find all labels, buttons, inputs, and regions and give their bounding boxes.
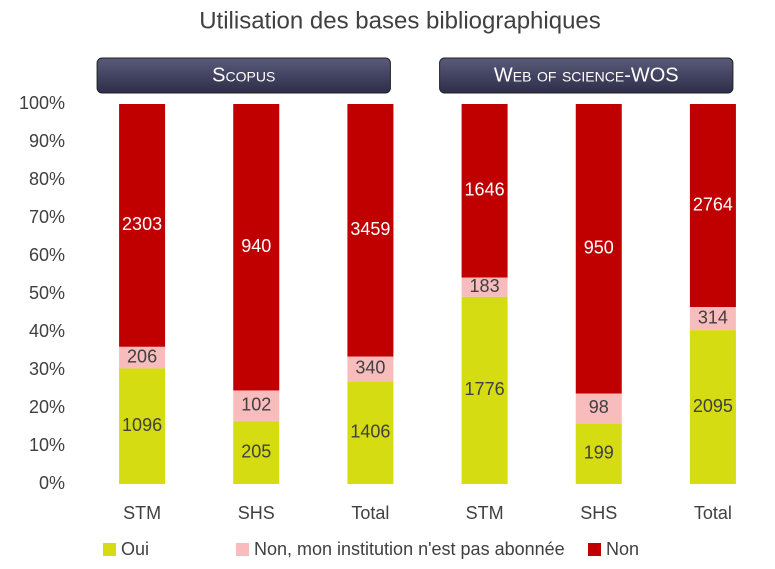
data-label: 340	[355, 358, 385, 378]
bar-segment	[347, 104, 394, 357]
group-header	[439, 57, 734, 94]
legend-label: Non, mon institution n'est pas abonnée	[254, 539, 565, 559]
bar-segment	[461, 277, 508, 297]
data-label: 1646	[465, 180, 505, 200]
y-tick-label: 0%	[39, 473, 65, 493]
data-label: 950	[584, 237, 614, 257]
y-tick-label: 40%	[29, 321, 65, 341]
data-label: 183	[470, 276, 500, 296]
group-label: Web of science-WOS	[494, 64, 679, 86]
bar-segment	[347, 356, 394, 382]
y-tick-label: 60%	[29, 245, 65, 265]
x-tick-label: Total	[694, 503, 732, 523]
data-label: 2095	[693, 396, 733, 416]
data-label: 206	[127, 346, 157, 366]
x-tick-label: SHS	[580, 503, 617, 523]
x-tick-label: STM	[123, 503, 161, 523]
x-tick-label: SHS	[238, 503, 275, 523]
bar-segment	[347, 381, 394, 484]
data-label: 314	[698, 307, 728, 327]
bar-segment	[575, 393, 622, 424]
y-tick-label: 80%	[29, 169, 65, 189]
x-tick-label: STM	[466, 503, 504, 523]
data-label: 205	[241, 442, 271, 462]
data-label: 102	[241, 395, 271, 415]
data-label: 2764	[693, 194, 733, 214]
bar-segment	[233, 104, 280, 391]
bar-segment	[119, 368, 166, 484]
legend-swatch	[236, 543, 249, 556]
bar-segment	[689, 307, 736, 331]
data-label: 940	[241, 236, 271, 256]
data-label: 98	[589, 397, 609, 417]
y-tick-label: 100%	[19, 93, 65, 113]
data-label: 199	[584, 442, 614, 462]
chart-title: Utilisation des bases bibliographiques	[199, 7, 601, 34]
legend-label: Oui	[121, 539, 149, 559]
y-tick-label: 10%	[29, 435, 65, 455]
group-header	[96, 57, 391, 94]
legend-swatch	[103, 543, 116, 556]
group-label: Scopus	[212, 64, 275, 86]
bar-segment	[119, 104, 166, 347]
bar-segment	[689, 330, 736, 484]
data-label: 1406	[350, 421, 390, 441]
bar-segment	[575, 104, 622, 394]
y-tick-label: 30%	[29, 359, 65, 379]
bar-segment	[233, 421, 280, 484]
x-tick-label: Total	[351, 503, 389, 523]
bar-segment	[689, 104, 736, 308]
y-tick-label: 50%	[29, 283, 65, 303]
data-label: 3459	[350, 219, 390, 239]
y-tick-label: 70%	[29, 207, 65, 227]
bar-segment	[575, 423, 622, 484]
bar-segment	[119, 346, 166, 369]
y-tick-label: 20%	[29, 397, 65, 417]
bar-segment	[461, 296, 508, 484]
legend-label: Non	[606, 539, 639, 559]
legend-swatch	[588, 543, 601, 556]
bar-segment	[233, 390, 280, 422]
data-label: 2303	[122, 214, 162, 234]
data-label: 1776	[465, 379, 505, 399]
y-tick-label: 90%	[29, 131, 65, 151]
data-label: 1096	[122, 415, 162, 435]
bar-segment	[461, 104, 508, 278]
